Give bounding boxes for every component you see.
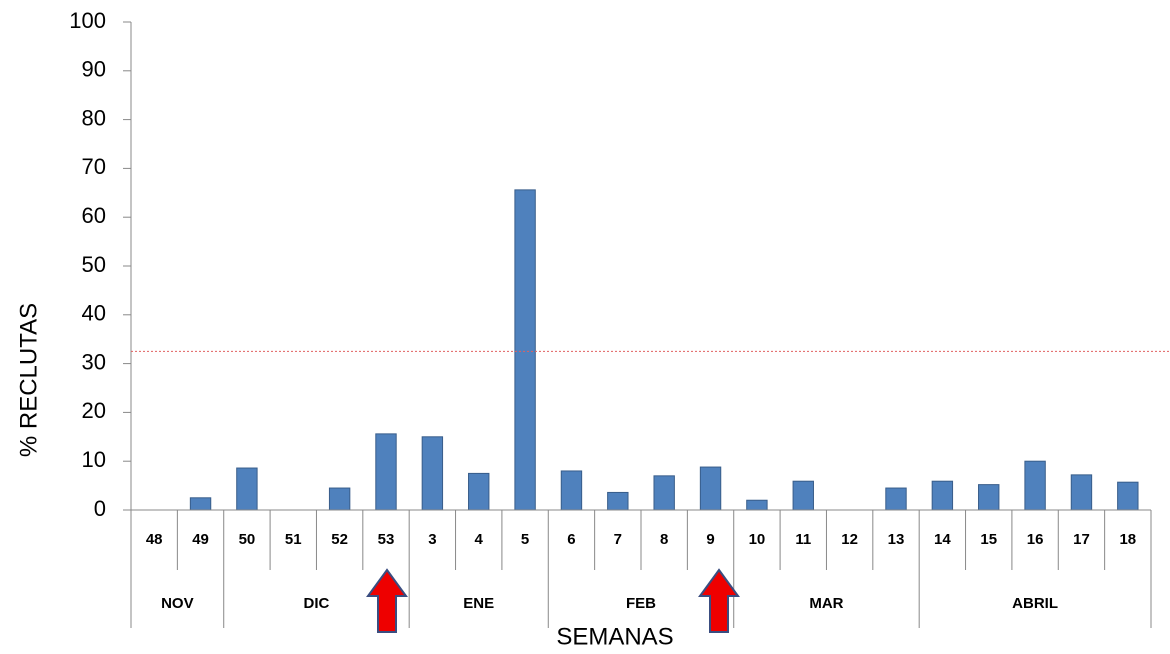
- group-label: FEB: [626, 595, 656, 612]
- x-tick-label: 11: [795, 531, 811, 548]
- bar: [607, 491, 629, 511]
- x-tick-label: 5: [521, 531, 529, 548]
- x-tick-label: 53: [378, 531, 395, 548]
- y-tick-label: 20: [82, 398, 106, 423]
- bar: [560, 470, 583, 511]
- group-label: ABRIL: [1012, 595, 1058, 612]
- x-tick-label: 14: [934, 531, 951, 548]
- y-tick-label: 40: [82, 301, 106, 326]
- x-tick-label: 9: [706, 531, 714, 548]
- group-label: ENE: [463, 595, 494, 612]
- y-axis-label: % RECLUTAS: [15, 303, 42, 457]
- y-tick-label: 50: [82, 252, 106, 277]
- x-tick-label: 7: [614, 531, 622, 548]
- x-tick-label: 17: [1073, 531, 1090, 548]
- arrow: [698, 568, 740, 633]
- bar: [514, 189, 536, 511]
- x-tick-label: 49: [192, 531, 209, 548]
- bar: [421, 436, 444, 511]
- x-tick-label: 12: [841, 531, 858, 548]
- x-tick-label: 51: [285, 531, 302, 548]
- bar: [978, 484, 1000, 511]
- bar: [746, 499, 768, 511]
- group-label: NOV: [161, 595, 194, 612]
- y-tick-label: 30: [82, 349, 106, 374]
- x-tick-label: 8: [660, 531, 668, 548]
- bar: [328, 487, 351, 511]
- x-axis-label: SEMANAS: [556, 623, 673, 650]
- arrow: [366, 568, 408, 633]
- group-label: MAR: [809, 595, 843, 612]
- x-tick-label: 3: [428, 531, 436, 548]
- y-tick-label: 60: [82, 203, 106, 228]
- bar: [1070, 474, 1093, 511]
- x-tick-label: 16: [1027, 531, 1044, 548]
- bar: [699, 466, 722, 511]
- y-tick-label: 10: [82, 447, 106, 472]
- x-tick-label: 50: [239, 531, 256, 548]
- bar: [236, 467, 258, 511]
- x-tick-label: 18: [1119, 531, 1136, 548]
- bar: [1117, 481, 1139, 511]
- bar: [792, 480, 814, 511]
- bar: [885, 487, 907, 511]
- bar: [375, 433, 397, 511]
- bar: [468, 472, 490, 511]
- y-tick-label: 0: [94, 496, 106, 521]
- x-tick-label: 52: [331, 531, 348, 548]
- y-tick-label: 100: [69, 8, 106, 33]
- bar: [653, 475, 675, 511]
- group-label: DIC: [304, 595, 330, 612]
- bar: [1024, 460, 1046, 511]
- x-tick-label: 13: [888, 531, 905, 548]
- x-tick-label: 6: [567, 531, 575, 548]
- x-tick-label: 15: [980, 531, 997, 548]
- bar: [931, 480, 954, 511]
- y-tick-label: 70: [82, 154, 106, 179]
- x-tick-label: 48: [146, 531, 163, 548]
- x-tick-label: 10: [749, 531, 766, 548]
- y-tick-label: 90: [82, 57, 106, 82]
- x-tick-label: 4: [475, 531, 484, 548]
- bar: [189, 497, 212, 511]
- y-tick-label: 80: [82, 105, 106, 130]
